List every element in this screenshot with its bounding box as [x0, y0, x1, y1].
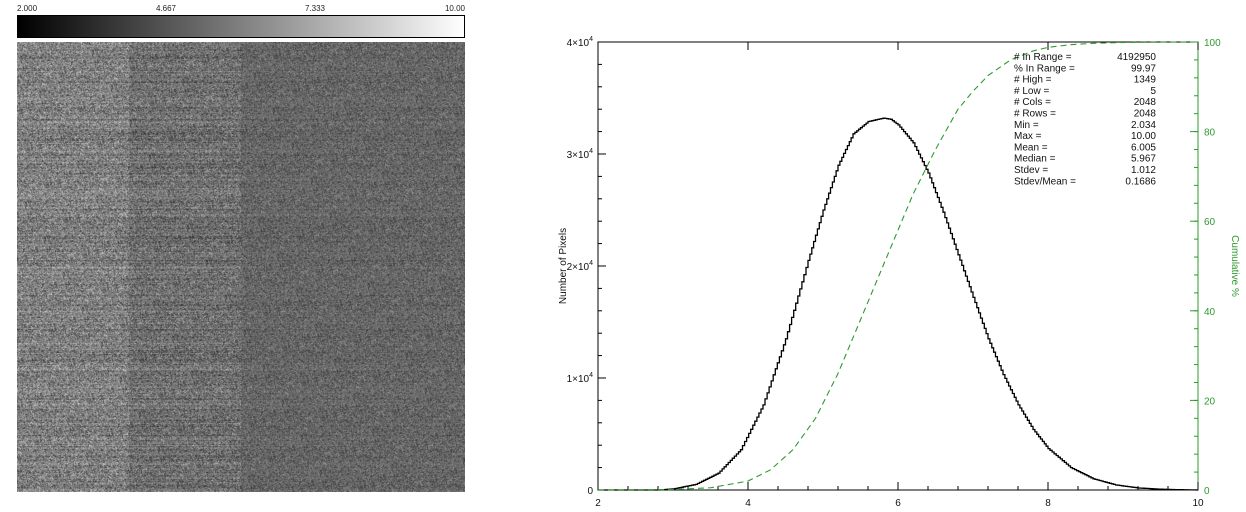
stats-value: 6.005: [1131, 142, 1156, 153]
stats-label: Stdev =: [1014, 165, 1048, 176]
stats-value: 2048: [1134, 109, 1157, 120]
y2-axis-label: Cumulative %: [1229, 235, 1240, 297]
stats-value: 99.97: [1131, 63, 1156, 74]
colorbar-gradient: [17, 15, 465, 38]
stats-value: 0.1686: [1125, 176, 1156, 187]
histogram-line: [598, 117, 1198, 491]
stats-label: Min =: [1014, 120, 1039, 131]
y2-tick-label: 20: [1204, 396, 1216, 407]
stats-value: 1349: [1134, 75, 1157, 86]
noise-image-panel: [17, 42, 465, 492]
plot-frame: [597, 41, 1199, 491]
stats-value: 5: [1150, 86, 1156, 97]
y-tick-label: 1×104: [567, 372, 594, 385]
stats-label: # In Range =: [1014, 52, 1072, 63]
histogram-chart: 2 4 6 8 1001×1042×1043×1044×104020406080100N…: [558, 36, 1240, 509]
y-axis-label: Number of Pixels: [558, 228, 569, 304]
y2-tick-label: 40: [1204, 307, 1216, 318]
y-tick-label: 0: [587, 486, 593, 497]
cumulative-line: [597, 41, 1199, 491]
y-tick-label: 2×104: [567, 260, 594, 273]
stats-label: # Cols =: [1014, 97, 1051, 108]
stats-value: 10.00: [1131, 131, 1156, 142]
stats-value: 2.034: [1131, 120, 1156, 131]
y-tick-label: 4×104: [567, 36, 594, 49]
y2-tick-label: 0: [1204, 486, 1210, 497]
colorbar-tick-label: 10.00: [444, 4, 465, 13]
stats-label: # High =: [1014, 75, 1052, 86]
x-tick-label: 4: [745, 498, 751, 509]
colorbar: 2.000 4.667 7.333 10.00: [17, 4, 465, 38]
y-tick-label: 3×104: [567, 148, 594, 161]
colorbar-tick-label: 4.667: [155, 4, 177, 13]
stats-value: 4192950: [1117, 52, 1156, 63]
stats-label: Max =: [1014, 131, 1042, 142]
stats-label: # Low =: [1014, 86, 1049, 97]
stats-value: 5.967: [1131, 154, 1156, 165]
x-tick-label: 10: [1192, 498, 1204, 509]
y2-tick-label: 100: [1204, 38, 1221, 49]
x-tick-label: 8: [1045, 498, 1051, 509]
x-tick-label: 2: [595, 498, 601, 509]
stats-value: 2048: [1134, 97, 1157, 108]
stats-label: Median =: [1014, 154, 1056, 165]
stats-value: 1.012: [1131, 165, 1156, 176]
colorbar-tick-label: 7.333: [304, 4, 326, 13]
stats-label: Stdev/Mean =: [1014, 176, 1076, 187]
x-tick-label: 6: [895, 498, 901, 509]
stats-label: Mean =: [1014, 142, 1048, 153]
stats-label: % In Range =: [1014, 63, 1075, 74]
y2-tick-label: 60: [1204, 217, 1216, 228]
y2-tick-label: 80: [1204, 128, 1216, 139]
colorbar-tick-label: 2.000: [17, 4, 38, 13]
noise-image: [17, 42, 465, 492]
stats-label: # Rows =: [1014, 109, 1056, 120]
